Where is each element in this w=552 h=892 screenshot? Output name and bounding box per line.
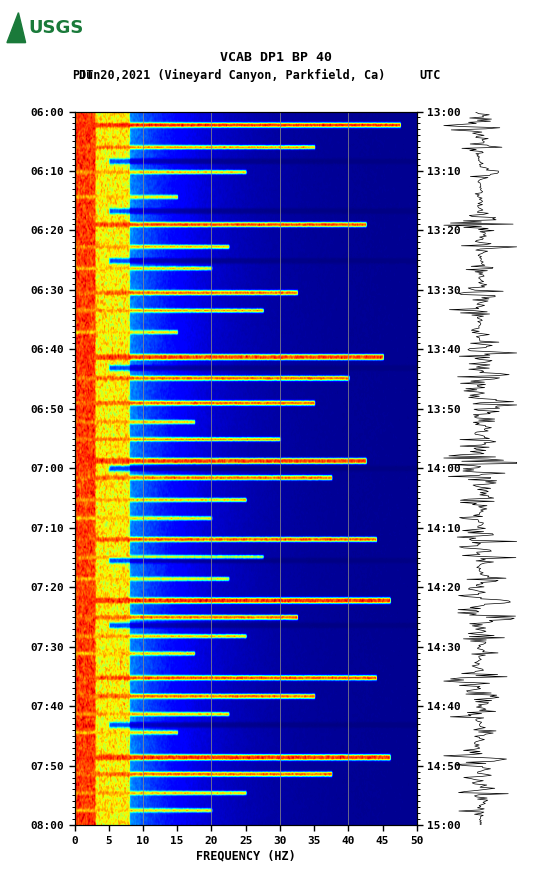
Text: VCAB DP1 BP 40: VCAB DP1 BP 40	[220, 52, 332, 64]
Text: UTC: UTC	[420, 70, 441, 82]
X-axis label: FREQUENCY (HZ): FREQUENCY (HZ)	[196, 850, 295, 863]
Text: USGS: USGS	[29, 19, 84, 37]
Text: Jun20,2021 (Vineyard Canyon, Parkfield, Ca): Jun20,2021 (Vineyard Canyon, Parkfield, …	[78, 70, 385, 82]
Polygon shape	[7, 12, 25, 43]
Text: PDT: PDT	[72, 70, 93, 82]
